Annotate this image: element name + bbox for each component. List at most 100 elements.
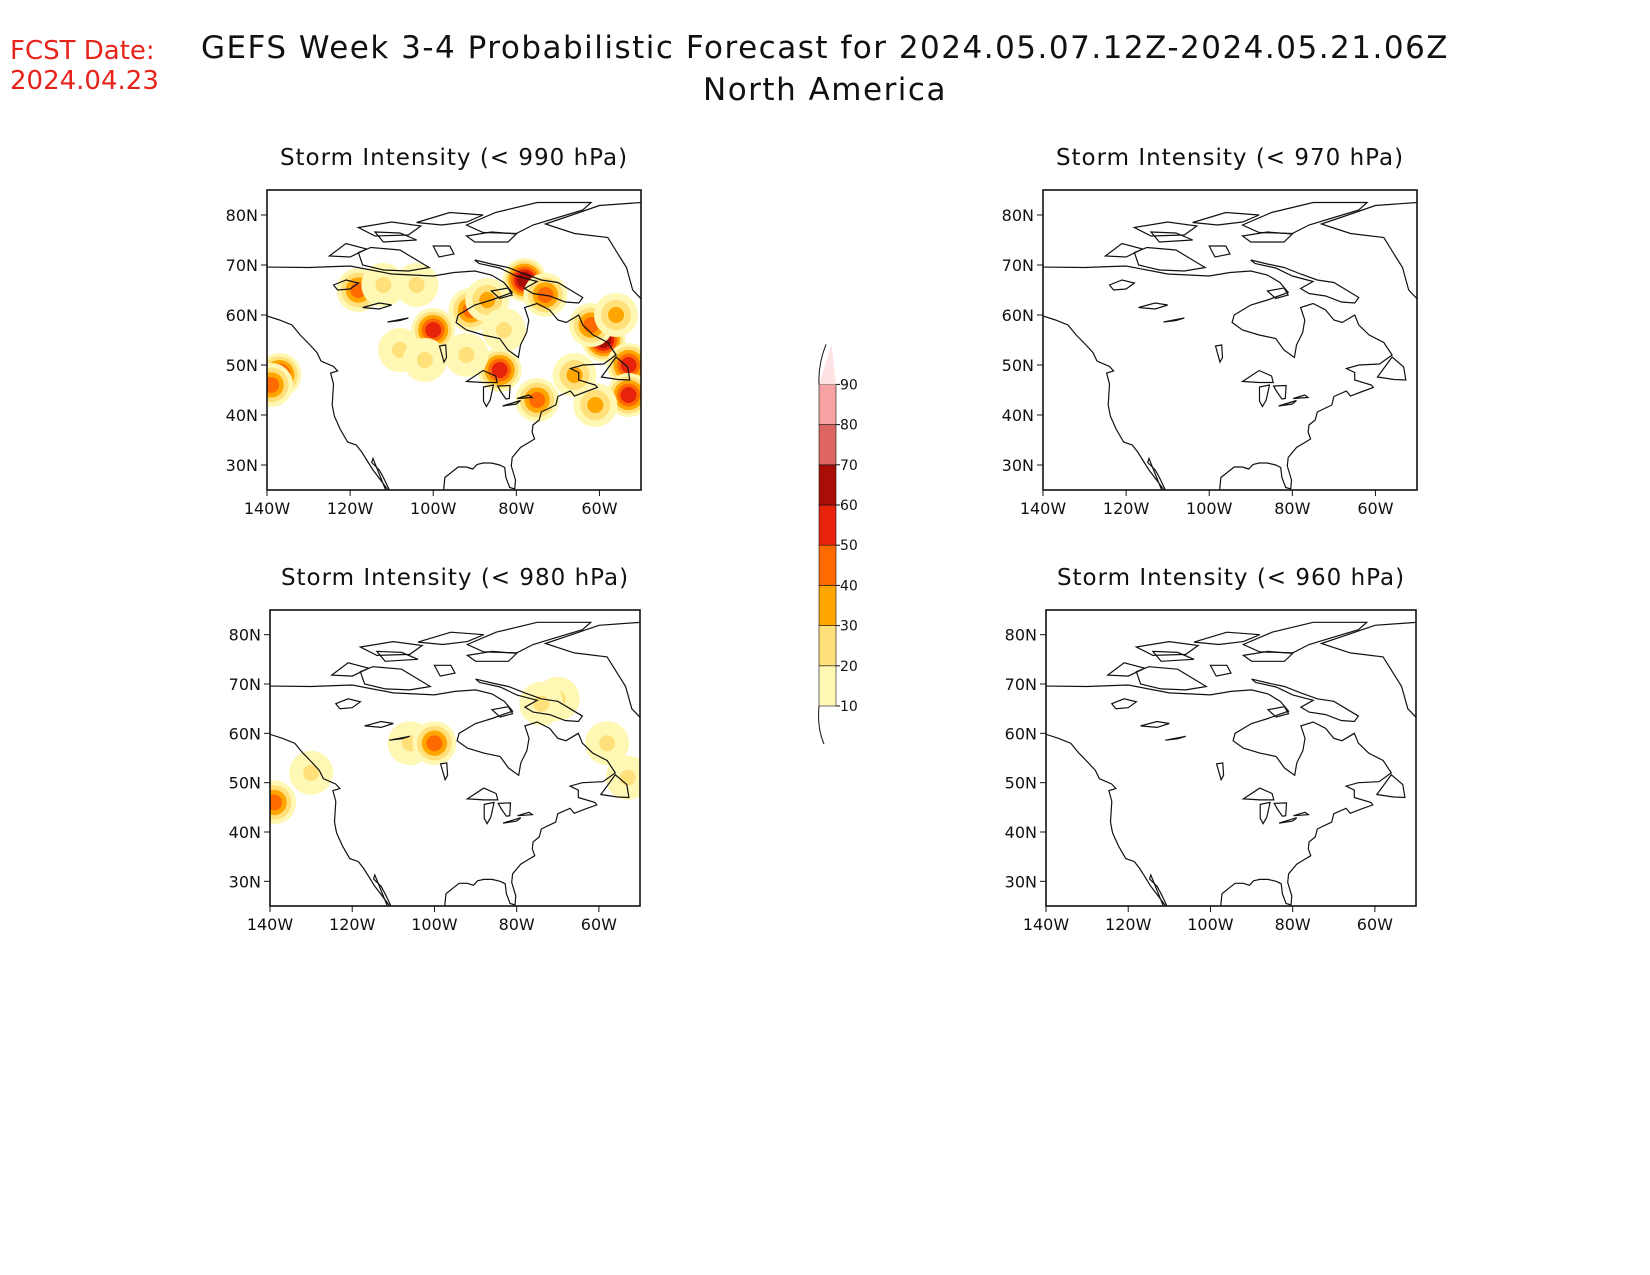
probability-contour — [619, 769, 636, 786]
probability-contour — [491, 362, 508, 378]
lon-tick-label: 60W — [1357, 499, 1393, 518]
map-panel-2: Storm Intensity (< 970 hPa) 80N 70N 60N 50N 4… — [1002, 145, 1418, 518]
probability-contour — [270, 794, 283, 811]
map-area — [270, 621, 640, 906]
coastline — [1250, 259, 1360, 304]
lat-tick-label: 60N — [226, 306, 258, 325]
lon-tick-label: 80W — [1274, 499, 1310, 518]
colorbar-label: 10 — [840, 699, 858, 715]
coastline — [432, 245, 455, 258]
coastline — [1110, 698, 1138, 710]
coastline — [1108, 279, 1136, 291]
lon-tick-label: 80W — [499, 915, 535, 934]
lon-tick-label: 140W — [1023, 915, 1070, 934]
lon-tick-label: 60W — [1357, 915, 1393, 934]
probability-contour — [425, 322, 442, 338]
lat-tick-label: 60N — [1002, 306, 1034, 325]
probability-contour — [267, 377, 280, 393]
coastline — [327, 242, 369, 258]
coastline — [1043, 265, 1393, 490]
coastline — [490, 287, 514, 300]
coastline — [543, 621, 640, 719]
probability-contour — [479, 292, 496, 308]
lon-tick-label: 120W — [1103, 499, 1150, 518]
probability-contour — [375, 277, 392, 293]
coastline — [517, 394, 534, 400]
coastline — [1240, 369, 1274, 384]
coastline — [496, 384, 511, 400]
coastline — [358, 640, 424, 657]
coastline — [1133, 246, 1207, 272]
map-frame — [266, 189, 642, 491]
coastline — [270, 684, 617, 906]
lon-tick-label: 120W — [1105, 915, 1152, 934]
coastline — [465, 201, 593, 235]
map-area — [1046, 621, 1416, 906]
map-frame — [1042, 189, 1418, 491]
coastline — [438, 344, 448, 364]
coastline — [1319, 621, 1416, 719]
coastline — [330, 662, 371, 677]
coastline — [490, 706, 514, 718]
lat-tick-label: 30N — [229, 872, 261, 891]
lat-tick-label: 40N — [1005, 823, 1037, 842]
lon-tick-label: 60W — [581, 499, 617, 518]
coastline — [364, 720, 394, 729]
lat-tick-label: 30N — [226, 456, 258, 475]
map-area — [1043, 201, 1417, 490]
lon-tick-label: 60W — [581, 915, 617, 934]
coastline — [464, 369, 498, 384]
probability-contour — [587, 397, 604, 413]
map-panel-4: Storm Intensity (< 960 hPa) 80N 70N 60N 50N 4… — [1005, 565, 1417, 934]
coastline — [1278, 817, 1298, 824]
coastline — [375, 650, 419, 662]
coastline — [1151, 650, 1195, 662]
coastline — [1135, 666, 1209, 691]
coastline — [1215, 762, 1225, 782]
colorbar-label: 20 — [840, 659, 858, 675]
lat-tick-label: 50N — [229, 774, 261, 793]
coastline — [1375, 773, 1406, 799]
colorbar-segment — [818, 665, 837, 707]
coastline — [1134, 640, 1200, 657]
lat-tick-label: 80N — [1005, 626, 1037, 645]
lat-tick-label: 40N — [226, 406, 258, 425]
probability-contour — [529, 392, 546, 408]
lat-tick-label: 70N — [229, 675, 261, 694]
forecast-date-value: 2024.04.23 — [10, 66, 159, 96]
coastline — [1293, 394, 1310, 400]
region-subtitle: North America — [703, 72, 947, 108]
lat-tick-label: 40N — [1002, 406, 1034, 425]
coastline — [1319, 201, 1417, 300]
colorbar-label: 70 — [840, 458, 858, 474]
coastline — [1241, 201, 1369, 235]
colorbar-segment — [818, 464, 837, 506]
coastline — [267, 265, 617, 490]
coastline — [1106, 662, 1147, 677]
coastline — [474, 259, 584, 304]
coastline — [1163, 317, 1185, 323]
coastline — [1214, 344, 1224, 364]
lon-tick-label: 140W — [1020, 499, 1067, 518]
coastline — [464, 231, 518, 243]
lon-tick-label: 80W — [1275, 915, 1311, 934]
colorbar-label: 90 — [840, 377, 858, 393]
probability-contour — [599, 735, 616, 752]
lat-tick-label: 30N — [1002, 456, 1034, 475]
colorbar-label: 40 — [840, 578, 858, 594]
lat-tick-label: 60N — [1005, 724, 1037, 743]
lat-tick-label: 30N — [1005, 872, 1037, 891]
colorbar-label: 50 — [840, 538, 858, 554]
coastline — [357, 246, 431, 272]
lon-tick-label: 100W — [411, 915, 458, 934]
probability-contour — [495, 322, 512, 338]
colorbar-edge — [818, 705, 825, 745]
lat-tick-label: 70N — [1002, 256, 1034, 275]
colorbar-label: 80 — [840, 418, 858, 434]
probability-contour — [608, 307, 625, 323]
coastline — [359, 666, 433, 691]
coastline — [1193, 631, 1261, 646]
probability-contour — [426, 735, 443, 752]
coastline — [1272, 384, 1287, 400]
